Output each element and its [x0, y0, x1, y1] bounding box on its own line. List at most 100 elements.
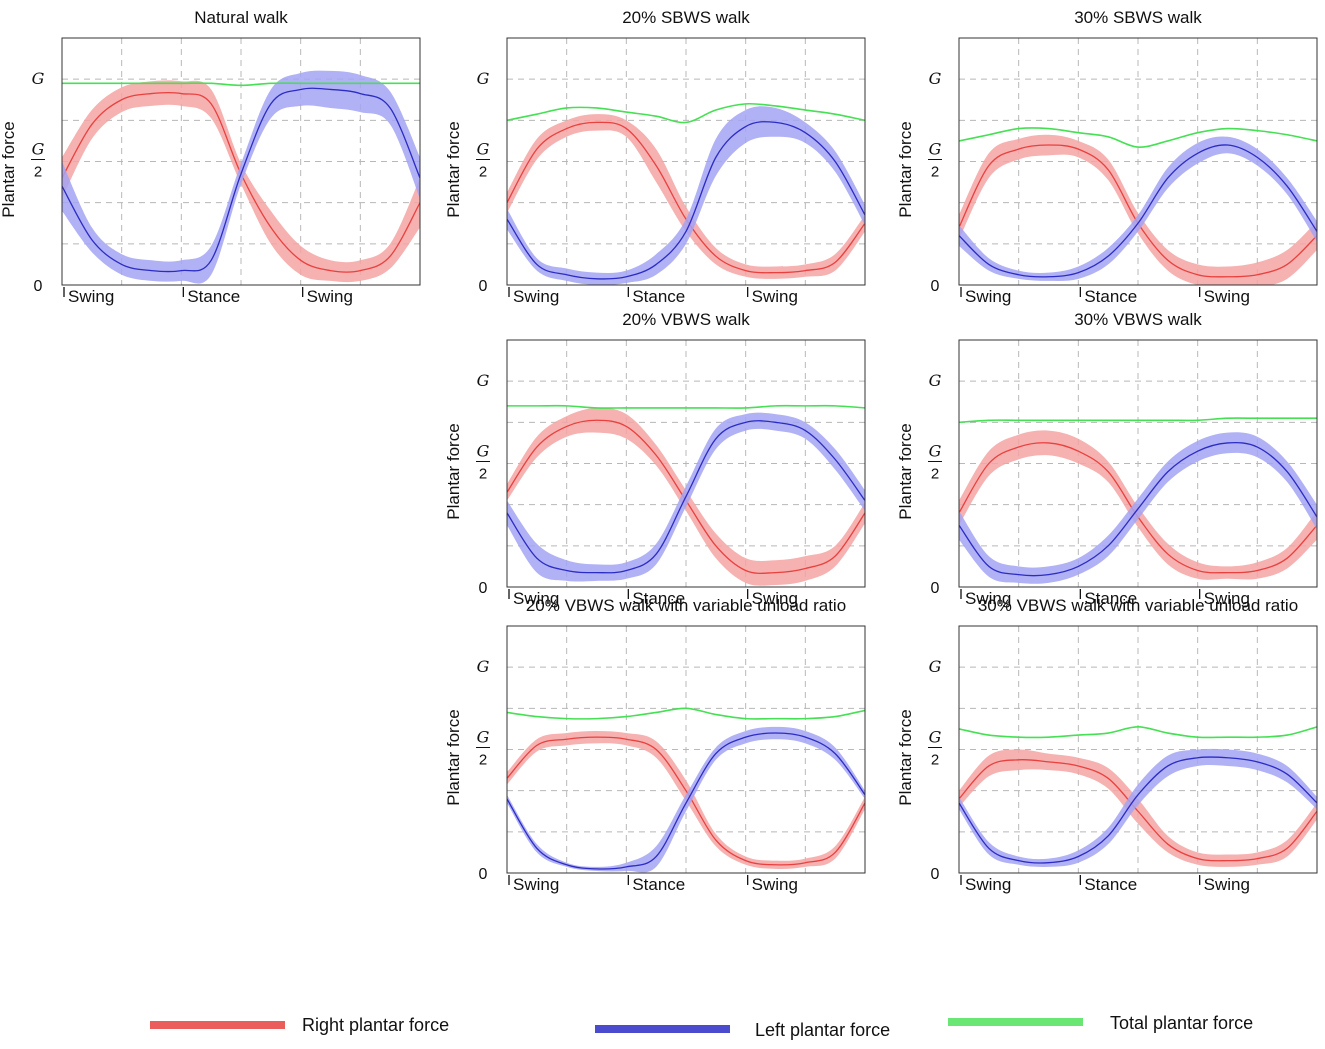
- y-tick-G: G: [32, 69, 45, 88]
- grid: [507, 38, 865, 285]
- legend-swatch-left: [595, 1025, 730, 1033]
- y-tick-G: G: [477, 69, 490, 88]
- y-tick-half-numerator: G: [477, 140, 490, 159]
- phase-label-stance: Stance: [1084, 589, 1137, 608]
- phase-label-swing: Swing: [68, 287, 114, 306]
- y-axis-label: Plantar force: [0, 121, 18, 217]
- axes-frame: [958, 625, 1318, 874]
- y-tick-G: G: [477, 371, 490, 390]
- y-tick-zero: 0: [479, 580, 488, 597]
- plot-area: [507, 707, 865, 873]
- y-axis-label: Plantar force: [444, 423, 463, 519]
- axes-frame: [506, 625, 866, 874]
- left-confidence-band: [507, 726, 865, 873]
- left-confidence-band: [959, 748, 1317, 867]
- axes-frame: [61, 37, 421, 286]
- left-mean-line: [959, 756, 1317, 864]
- chart-panel-7: 30% VBWS walk with variable unload ratio…: [896, 596, 1318, 894]
- series-right: [959, 749, 1317, 867]
- plot-area: [507, 404, 865, 586]
- left-mean-line: [507, 732, 865, 870]
- phase-label-swing: Swing: [1204, 287, 1250, 306]
- series-left: [959, 748, 1317, 867]
- grid: [507, 340, 865, 587]
- y-tick-G: G: [929, 69, 942, 88]
- chart-title: 20% VBWS walk with variable unload ratio: [526, 596, 846, 615]
- y-tick-half-G: G2: [31, 140, 45, 181]
- y-tick-half-numerator: G: [929, 728, 942, 747]
- series-total: [507, 102, 865, 124]
- chart-title: 30% VBWS walk: [1074, 310, 1202, 329]
- series-left: [959, 136, 1317, 281]
- series-left: [507, 726, 865, 873]
- total-mean-line: [959, 726, 1317, 739]
- left-confidence-band: [507, 106, 865, 285]
- y-tick-zero: 0: [931, 866, 940, 883]
- right-confidence-band: [959, 134, 1317, 285]
- phase-label-swing: Swing: [513, 589, 559, 608]
- phase-label-stance: Stance: [187, 287, 240, 306]
- right-confidence-band: [959, 430, 1317, 580]
- axes-frame: [958, 37, 1318, 286]
- y-axis-label: Plantar force: [896, 709, 915, 805]
- phase-label-swing: Swing: [307, 287, 353, 306]
- grid: [62, 38, 420, 285]
- phase-label-swing: Swing: [965, 287, 1011, 306]
- right-mean-line: [959, 758, 1317, 862]
- y-tick-half-numerator: G: [477, 728, 490, 747]
- phase-label-swing: Swing: [965, 589, 1011, 608]
- plot-area: [959, 726, 1317, 867]
- chart-title: 20% SBWS walk: [622, 8, 750, 27]
- series-total: [959, 127, 1317, 148]
- left-mean-line: [62, 87, 420, 273]
- y-tick-zero: 0: [931, 278, 940, 295]
- y-tick-G: G: [477, 657, 490, 676]
- plot-area: [959, 417, 1317, 584]
- y-tick-zero: 0: [34, 278, 43, 295]
- axes-frame: [506, 37, 866, 286]
- chart-title: 20% VBWS walk: [622, 310, 750, 329]
- phase-label-swing: Swing: [752, 287, 798, 306]
- axes-frame: [958, 339, 1318, 588]
- y-tick-half-denominator: 2: [479, 164, 487, 181]
- y-tick-half-G: G2: [928, 442, 942, 483]
- y-tick-half-G: G2: [476, 442, 490, 483]
- legend-item-total: Total plantar force: [948, 1013, 1253, 1033]
- y-tick-zero: 0: [931, 580, 940, 597]
- phase-label-stance: Stance: [632, 287, 685, 306]
- chart-panel-6: 20% VBWS walk with variable unload ratio…: [444, 596, 866, 894]
- y-tick-half-numerator: G: [929, 442, 942, 461]
- chart-title: 30% VBWS walk with variable unload ratio: [978, 596, 1298, 615]
- series-left: [62, 70, 420, 284]
- legend-swatch-total: [948, 1018, 1083, 1026]
- phase-label-stance: Stance: [1084, 287, 1137, 306]
- total-mean-line: [959, 417, 1317, 424]
- y-axis-label: Plantar force: [896, 121, 915, 217]
- phase-label-swing: Swing: [513, 287, 559, 306]
- total-mean-line: [507, 102, 865, 124]
- total-mean-line: [62, 82, 420, 87]
- y-tick-half-G: G2: [928, 140, 942, 181]
- left-confidence-band: [959, 136, 1317, 281]
- total-mean-line: [959, 127, 1317, 148]
- legend: Right plantar force Left plantar force Tot…: [150, 1013, 1253, 1040]
- total-mean-line: [507, 404, 865, 409]
- y-tick-half-numerator: G: [32, 140, 45, 159]
- y-tick-half-numerator: G: [477, 442, 490, 461]
- y-tick-half-denominator: 2: [479, 752, 487, 769]
- grid: [507, 626, 865, 873]
- left-confidence-band: [62, 70, 420, 284]
- legend-label-right: Right plantar force: [302, 1015, 449, 1035]
- series-left: [507, 412, 865, 582]
- phase-label-swing: Swing: [1204, 875, 1250, 894]
- phase-label-stance: Stance: [632, 875, 685, 894]
- y-tick-half-G: G2: [928, 728, 942, 769]
- phase-label-swing: Swing: [1204, 589, 1250, 608]
- series-total: [959, 726, 1317, 739]
- legend-label-total: Total plantar force: [1110, 1013, 1253, 1033]
- plot-area: [507, 102, 865, 285]
